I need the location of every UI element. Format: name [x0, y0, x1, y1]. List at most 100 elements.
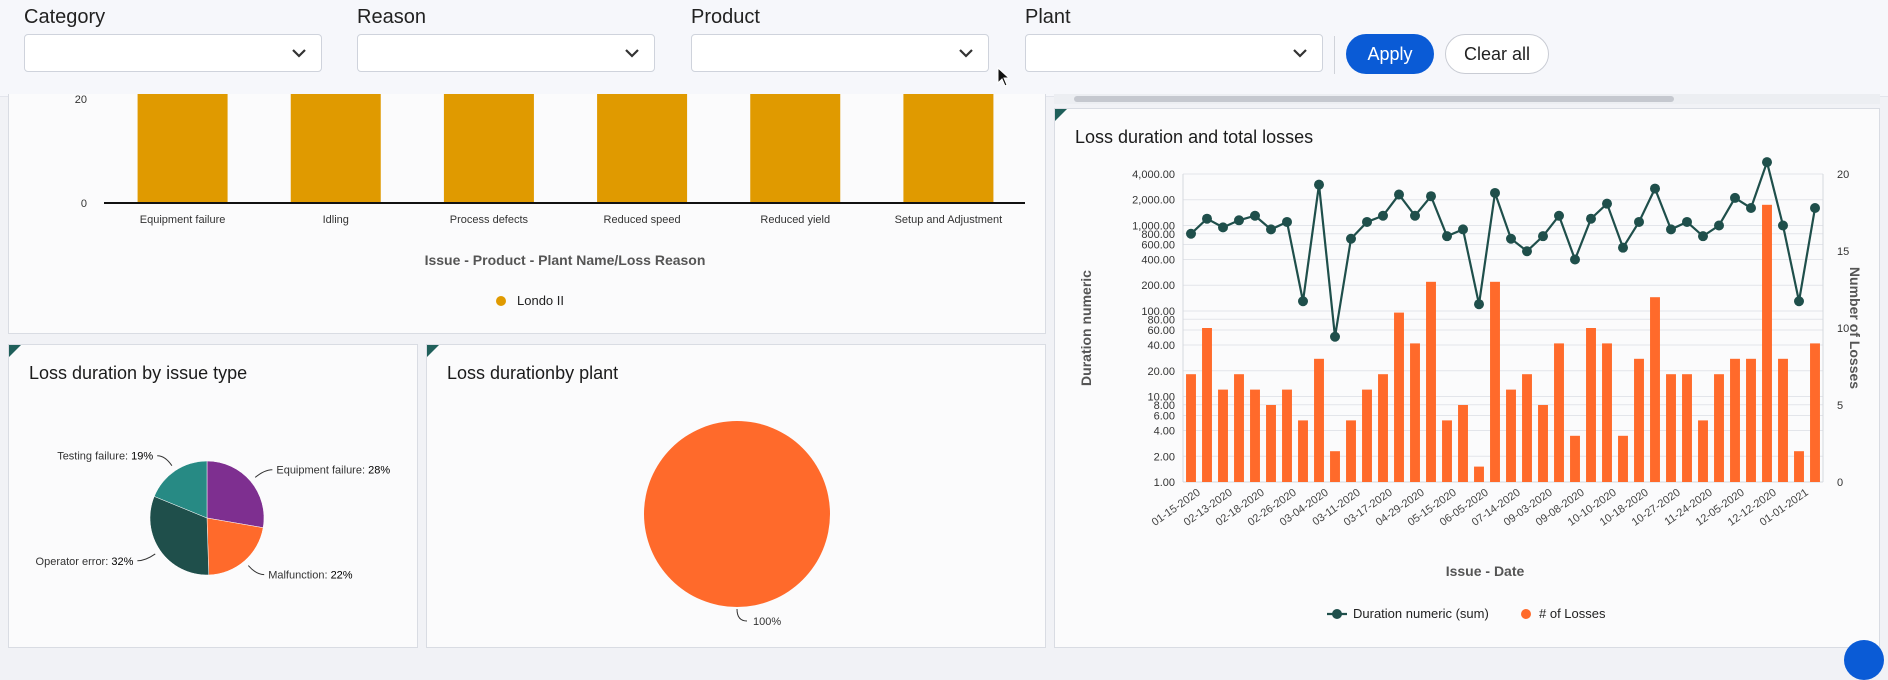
- bar: [1298, 420, 1308, 482]
- y-tick-label: 0: [81, 198, 87, 210]
- help-fab-button[interactable]: [1844, 640, 1884, 680]
- line-point: [1202, 213, 1212, 224]
- line-point: [1586, 213, 1596, 224]
- y-tick-label: 2.00: [1154, 451, 1175, 463]
- bar: [1682, 374, 1692, 482]
- clear-all-button[interactable]: Clear all: [1445, 34, 1549, 74]
- mouse-cursor-icon: [997, 67, 1011, 87]
- category-label: Category: [24, 6, 106, 28]
- line-point: [1282, 216, 1292, 227]
- line-point: [1362, 216, 1372, 227]
- filter-bar: Category Reason Product Plant Apply Clea…: [0, 0, 1888, 97]
- bar: [1794, 451, 1804, 482]
- bar: [1346, 420, 1356, 482]
- bar: [1506, 389, 1516, 482]
- y-tick-label: 80.00: [1147, 314, 1175, 326]
- bar: [1538, 405, 1548, 482]
- pie-plant-panel: Loss durationby plant 100%: [426, 344, 1046, 648]
- bar: [1458, 405, 1468, 482]
- bar: [1282, 389, 1292, 482]
- bar: [1202, 328, 1212, 482]
- line-point: [1682, 216, 1692, 227]
- horizontal-scrollbar[interactable]: [1054, 94, 1880, 104]
- line-point: [1554, 210, 1564, 221]
- x-tick-label: Equipment failure: [140, 214, 226, 226]
- line-point: [1602, 198, 1612, 209]
- y-tick-label: 400.00: [1141, 255, 1175, 267]
- bar: [1586, 328, 1596, 482]
- y-tick-label: 2,000.00: [1132, 195, 1175, 207]
- line-point: [1490, 187, 1500, 198]
- series-line: [1190, 158, 1817, 337]
- pie-slice: [153, 460, 208, 519]
- bar: [1234, 374, 1244, 482]
- y-tick-label: 60.00: [1147, 325, 1175, 337]
- bar: [1378, 374, 1388, 482]
- bar: [1410, 343, 1420, 482]
- panel-title: Loss duration by issue type: [29, 363, 248, 383]
- bar: [1634, 358, 1644, 482]
- y-tick-label: 600.00: [1141, 239, 1175, 251]
- bar: [1266, 405, 1276, 482]
- line-point: [1522, 246, 1532, 257]
- reason-select[interactable]: [357, 34, 655, 72]
- scrollbar-thumb[interactable]: [1074, 96, 1674, 102]
- bar: [1394, 312, 1404, 482]
- chevron-down-icon: [959, 49, 973, 58]
- product-select[interactable]: [691, 34, 989, 72]
- y-tick-label: 4.00: [1154, 426, 1175, 438]
- apply-button[interactable]: Apply: [1346, 34, 1434, 74]
- line-point: [1378, 210, 1388, 221]
- line-point: [1634, 216, 1644, 227]
- bar: [1810, 343, 1820, 482]
- panel-title: Loss durationby plant: [447, 363, 619, 383]
- legend-label: # of Losses: [1539, 606, 1606, 621]
- x-tick-label: Setup and Adjustment: [895, 214, 1003, 226]
- bar: [1730, 358, 1740, 482]
- bar: [1250, 389, 1260, 482]
- line-point: [1794, 296, 1804, 307]
- pie-issue-panel: Loss duration by issue type Equipment fa…: [8, 344, 418, 648]
- bar: [290, 94, 381, 203]
- slice-label: Testing failure: 19%: [57, 451, 153, 463]
- y-tick-label: 6.00: [1154, 410, 1175, 422]
- panel-title: Loss duration and total losses: [1075, 127, 1314, 147]
- line-point: [1266, 224, 1276, 235]
- bar: [903, 94, 994, 203]
- bar: [1426, 281, 1436, 482]
- bar: [1554, 343, 1564, 482]
- legend-swatch: [1332, 609, 1342, 619]
- slice-label: Operator error: 32%: [36, 556, 134, 568]
- bar: [1490, 281, 1500, 482]
- plant-select[interactable]: [1025, 34, 1323, 72]
- bar: [1474, 466, 1484, 482]
- pie-slice: [644, 421, 830, 607]
- x-axis-title: Issue - Product - Plant Name/Loss Reason: [425, 252, 706, 268]
- combo-chart-panel: Loss duration and total losses 1.00 2.00 4…: [1054, 108, 1880, 648]
- x-tick-label: Idling: [323, 214, 349, 226]
- pie-slice: [206, 517, 264, 576]
- bar-chart-panel: 0 20 Equipment failure Idling Process defect…: [8, 94, 1046, 334]
- category-select[interactable]: [24, 34, 322, 72]
- y-tick-label: 20: [75, 94, 87, 106]
- line-point: [1426, 191, 1436, 202]
- x-tick-label: Reduced speed: [604, 214, 681, 226]
- bar: [1218, 389, 1228, 482]
- line-point: [1186, 228, 1196, 239]
- reason-label: Reason: [357, 6, 426, 28]
- line-point: [1650, 183, 1660, 194]
- line-point: [1474, 299, 1484, 310]
- bar: [1762, 204, 1772, 483]
- line-point: [1506, 233, 1516, 244]
- bar: [1698, 420, 1708, 482]
- line-point: [1810, 203, 1820, 214]
- legend-swatch: [1521, 609, 1531, 619]
- y-axis-title: Duration numeric: [1078, 270, 1094, 386]
- slice-label: Equipment failure: 28%: [276, 465, 390, 477]
- plant-pie-chart: 100%: [644, 421, 830, 628]
- slice-label: 100%: [753, 616, 781, 628]
- y2-tick-label: 5: [1837, 400, 1843, 412]
- line-point: [1570, 254, 1580, 265]
- legend-label: Duration numeric (sum): [1353, 606, 1489, 621]
